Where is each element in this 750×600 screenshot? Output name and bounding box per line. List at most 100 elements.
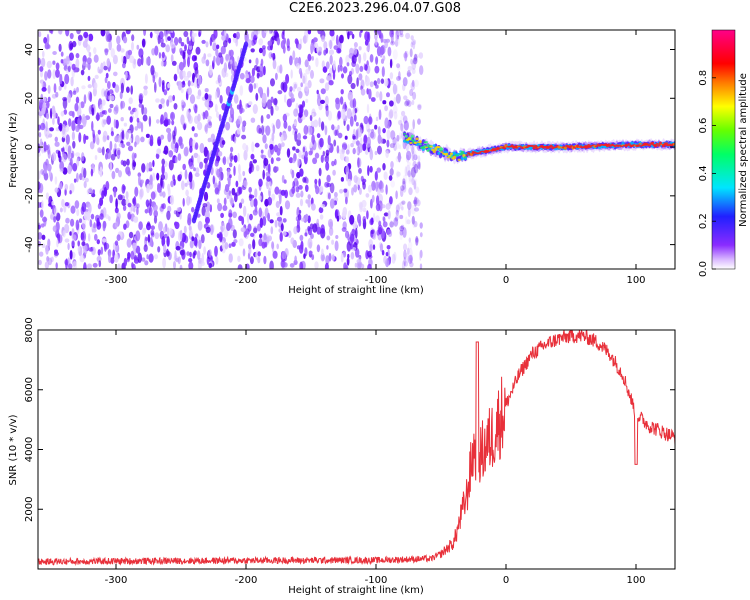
noise-blob bbox=[284, 94, 287, 103]
noise-blob bbox=[123, 223, 127, 230]
noise-blob bbox=[359, 65, 364, 72]
noise-blob bbox=[224, 242, 229, 250]
noise-blob bbox=[417, 118, 421, 125]
noise-blob bbox=[367, 184, 372, 193]
noise-blob bbox=[81, 152, 85, 162]
noise-blob bbox=[126, 86, 130, 93]
noise-blob bbox=[305, 68, 311, 75]
noise-blob bbox=[41, 87, 47, 92]
noise-blob bbox=[386, 139, 390, 148]
noise-blob bbox=[239, 99, 242, 109]
spectrogram-y-tick-label: 0 bbox=[24, 144, 35, 150]
noise-blob bbox=[60, 111, 65, 117]
noise-blob bbox=[207, 115, 212, 120]
noise-blob bbox=[390, 130, 396, 140]
noise-blob bbox=[230, 146, 234, 153]
noise-blob bbox=[386, 245, 391, 250]
noise-blob bbox=[356, 261, 362, 269]
noise-blob bbox=[399, 120, 403, 127]
band-cell bbox=[418, 143, 422, 146]
noise-blob bbox=[57, 30, 62, 35]
noise-blob bbox=[103, 110, 108, 115]
noise-blob bbox=[130, 250, 135, 260]
noise-blob bbox=[315, 57, 319, 68]
noise-blob bbox=[350, 82, 356, 90]
noise-blob bbox=[88, 52, 92, 57]
noise-blob bbox=[341, 210, 347, 220]
noise-blob bbox=[416, 199, 421, 207]
colorbar-tick-label: 0.6 bbox=[698, 118, 709, 134]
noise-blob bbox=[84, 177, 89, 183]
noise-blob bbox=[220, 222, 226, 231]
snr-series bbox=[38, 330, 675, 566]
noise-blob bbox=[205, 41, 209, 48]
noise-blob bbox=[161, 158, 165, 166]
noise-blob bbox=[366, 45, 370, 52]
noise-blob bbox=[259, 70, 263, 78]
noise-blob bbox=[160, 98, 165, 105]
noise-blob bbox=[357, 213, 361, 224]
noise-blob bbox=[372, 244, 376, 250]
noise-blob bbox=[102, 119, 108, 125]
noise-blob bbox=[70, 205, 76, 214]
noise-blob bbox=[47, 84, 51, 94]
noise-blob bbox=[208, 121, 212, 126]
noise-blob bbox=[204, 92, 209, 100]
noise-blob bbox=[222, 156, 227, 166]
noise-blob bbox=[386, 92, 390, 98]
band-cell bbox=[456, 154, 460, 157]
noise-blob bbox=[349, 214, 355, 225]
noise-blob bbox=[173, 261, 176, 269]
noise-blob bbox=[46, 44, 51, 49]
noise-blob bbox=[194, 142, 199, 150]
noise-blob bbox=[367, 263, 372, 269]
noise-blob bbox=[201, 205, 206, 217]
noise-blob bbox=[55, 262, 58, 269]
spectrogram-x-tick-label: 0 bbox=[503, 275, 509, 286]
colorbar-label: Normalized spectral amplitude bbox=[738, 73, 749, 227]
noise-blob bbox=[143, 107, 148, 116]
noise-blob bbox=[356, 77, 359, 87]
noise-blob bbox=[220, 55, 224, 65]
noise-blob bbox=[182, 163, 186, 171]
noise-blob bbox=[390, 34, 395, 43]
noise-blob bbox=[310, 42, 315, 53]
noise-blob bbox=[197, 121, 203, 131]
noise-blob bbox=[177, 80, 183, 91]
noise-blob bbox=[170, 111, 175, 121]
noise-blob bbox=[246, 213, 250, 224]
noise-blob bbox=[385, 252, 389, 257]
noise-blob bbox=[253, 198, 258, 208]
noise-blob bbox=[213, 55, 216, 64]
noise-blob bbox=[237, 152, 240, 162]
noise-blob bbox=[149, 31, 153, 39]
noise-blob bbox=[404, 51, 408, 62]
noise-blob bbox=[258, 207, 263, 218]
noise-blob bbox=[341, 142, 348, 150]
noise-blob bbox=[276, 243, 280, 250]
noise-blob bbox=[355, 129, 359, 141]
noise-blob bbox=[231, 187, 236, 196]
noise-blob bbox=[183, 30, 189, 38]
noise-blob bbox=[393, 142, 397, 151]
noise-blob bbox=[113, 187, 117, 198]
noise-blob bbox=[396, 63, 401, 69]
noise-blob bbox=[267, 163, 271, 175]
noise-blob bbox=[353, 184, 358, 193]
noise-blob bbox=[351, 187, 354, 196]
noise-blob bbox=[38, 224, 41, 229]
noise-blob bbox=[242, 170, 246, 177]
noise-blob bbox=[105, 72, 109, 79]
noise-blob bbox=[320, 224, 325, 235]
noise-blob bbox=[102, 61, 106, 68]
noise-blob bbox=[118, 170, 122, 178]
noise-blob bbox=[40, 122, 46, 131]
noise-blob bbox=[284, 200, 291, 210]
noise-blob bbox=[351, 33, 355, 40]
noise-blob bbox=[117, 194, 123, 201]
noise-blob bbox=[235, 180, 239, 188]
noise-blob bbox=[409, 261, 414, 268]
noise-blob bbox=[112, 54, 118, 65]
noise-blob bbox=[260, 58, 264, 67]
